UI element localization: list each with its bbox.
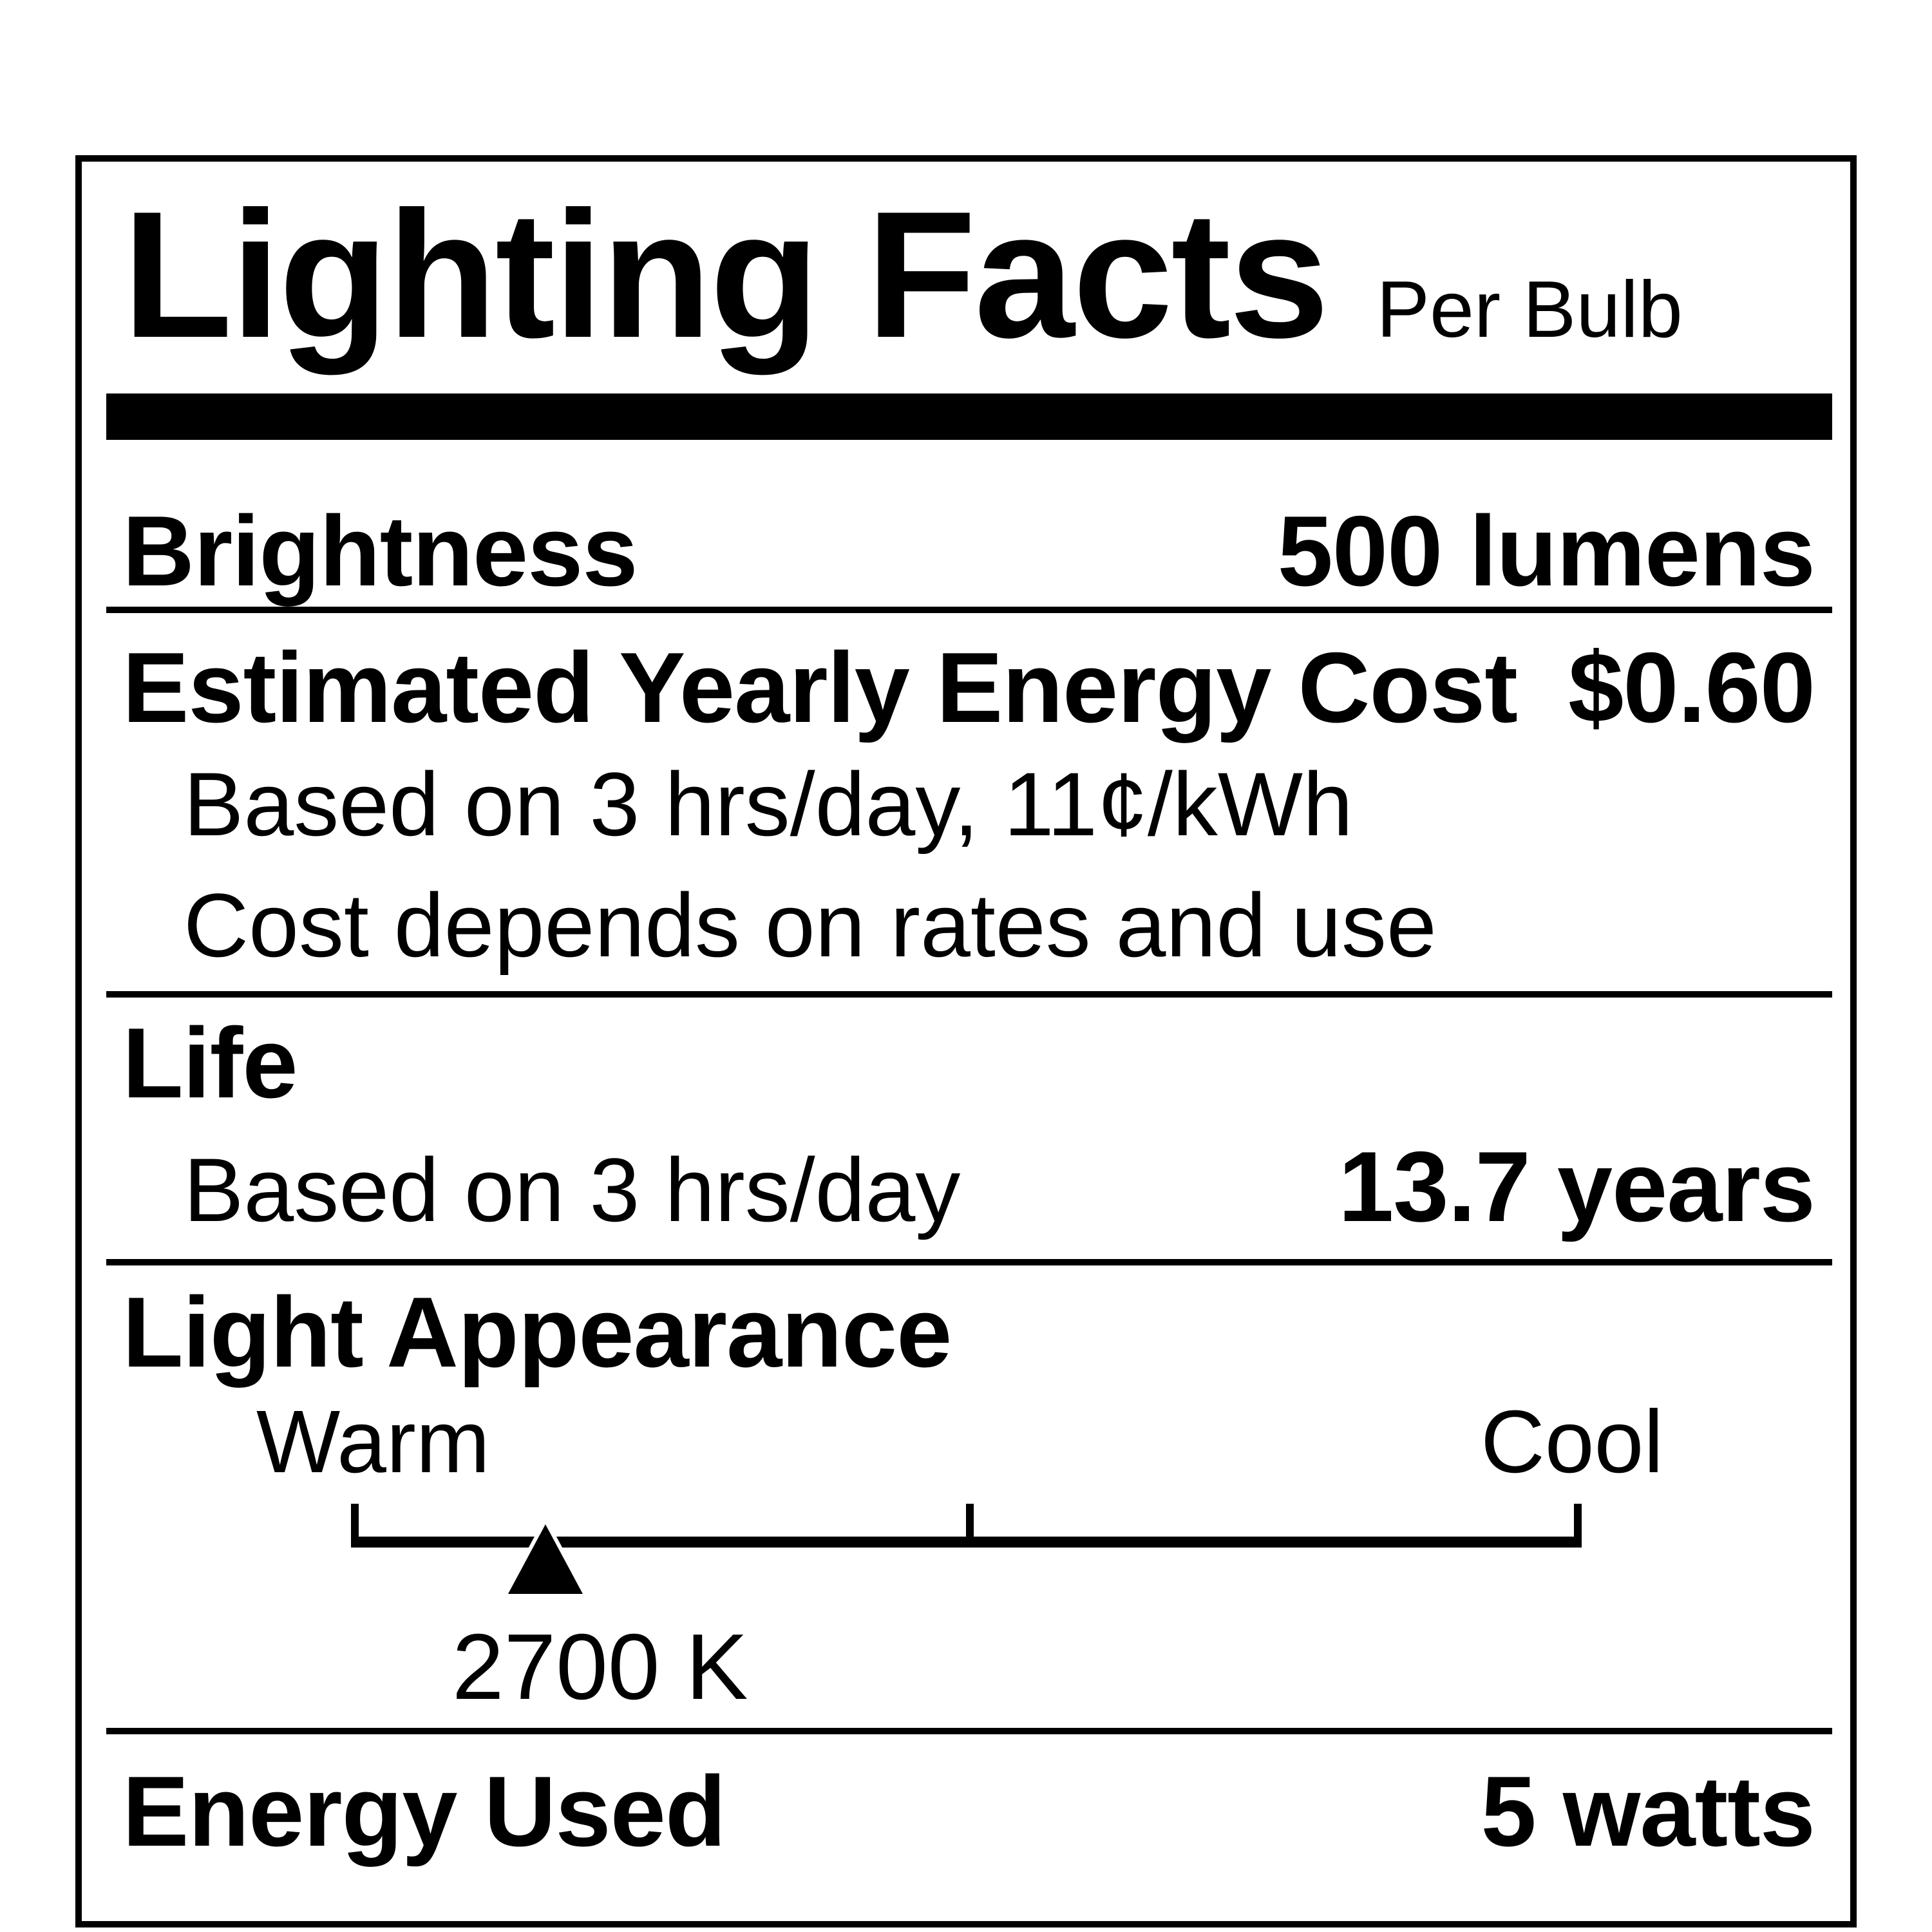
brightness-label: Brightness: [122, 495, 638, 607]
life-label: Life: [122, 1007, 298, 1119]
warm-label: Warm: [256, 1392, 490, 1492]
light-appearance-label: Light Appearance: [122, 1276, 952, 1388]
energy-cost-row: Estimated Yearly Energy Cost $0.60: [122, 638, 1815, 737]
divider-light-appearance: [106, 1728, 1832, 1734]
color-temperature-scale: [351, 1504, 1582, 1598]
life-row: Based on 3 hrs/day 13.7 years: [184, 1137, 1815, 1236]
label-title: Lighting Facts: [122, 175, 1329, 375]
divider-brightness: [106, 607, 1832, 613]
brightness-value: 500 lumens: [1277, 495, 1815, 607]
divider-life: [106, 1259, 1832, 1265]
warm-cool-row: Warm Cool: [256, 1397, 1663, 1486]
life-basis: Based on 3 hrs/day: [184, 1139, 961, 1240]
label-header: Lighting Facts Per Bulb: [122, 185, 1683, 365]
divider-energy-cost: [106, 991, 1832, 998]
energy-cost-label: Estimated Yearly Energy Cost: [122, 632, 1518, 743]
title-divider-bar: [106, 393, 1832, 440]
color-temp-value: 2700 K: [451, 1615, 748, 1719]
energy-used-value: 5 watts: [1481, 1756, 1815, 1867]
lighting-facts-label: Lighting Facts Per Bulb Brightness 500 l…: [75, 155, 1857, 1927]
energy-used-label: Energy Used: [122, 1756, 726, 1867]
cool-label: Cool: [1481, 1392, 1663, 1492]
energy-cost-value: $0.60: [1568, 632, 1815, 743]
color-temp-marker-icon: [501, 1516, 589, 1598]
energy-cost-basis: Based on 3 hrs/day, 11¢/kWh: [184, 753, 1353, 855]
scale-bar: [351, 1537, 1582, 1548]
energy-used-row: Energy Used 5 watts: [122, 1761, 1815, 1861]
energy-cost-disclaimer: Cost depends on rates and use: [184, 875, 1437, 976]
life-value: 13.7 years: [1338, 1131, 1815, 1242]
label-subtitle: Per Bulb: [1376, 265, 1683, 354]
brightness-row: Brightness 500 lumens: [122, 501, 1815, 601]
